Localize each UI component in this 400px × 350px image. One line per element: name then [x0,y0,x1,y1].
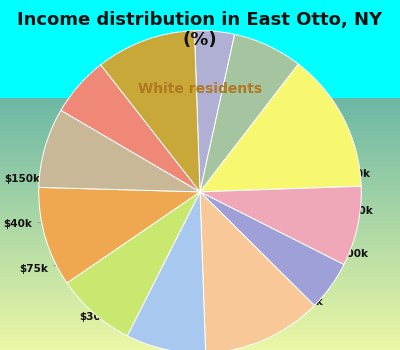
Text: Income distribution in East Otto, NY
(%): Income distribution in East Otto, NY (%) [18,10,382,49]
Text: $60k: $60k [312,206,373,252]
Wedge shape [200,186,361,265]
Text: $150k: $150k [4,174,113,192]
Text: $100k: $100k [302,169,370,205]
Wedge shape [200,64,361,192]
Wedge shape [200,192,344,306]
Wedge shape [39,187,200,283]
Text: > $200k: > $200k [212,123,274,167]
Wedge shape [101,31,200,192]
Text: $75k: $75k [19,259,90,274]
Wedge shape [200,34,298,192]
Text: $125k: $125k [178,310,224,340]
Wedge shape [67,192,200,336]
Text: $10k: $10k [250,138,323,174]
Text: White residents: White residents [138,82,262,96]
Wedge shape [194,30,235,192]
Text: ⓘ City-Data.com: ⓘ City-Data.com [268,113,340,122]
Wedge shape [39,110,200,192]
Wedge shape [200,192,314,350]
Text: $30k: $30k [79,294,124,322]
Text: $200k: $200k [293,249,368,279]
Text: $20k: $20k [87,133,159,172]
Wedge shape [127,192,206,350]
Text: $40k: $40k [3,219,90,229]
Wedge shape [61,65,200,192]
Text: $50k: $50k [248,297,323,307]
